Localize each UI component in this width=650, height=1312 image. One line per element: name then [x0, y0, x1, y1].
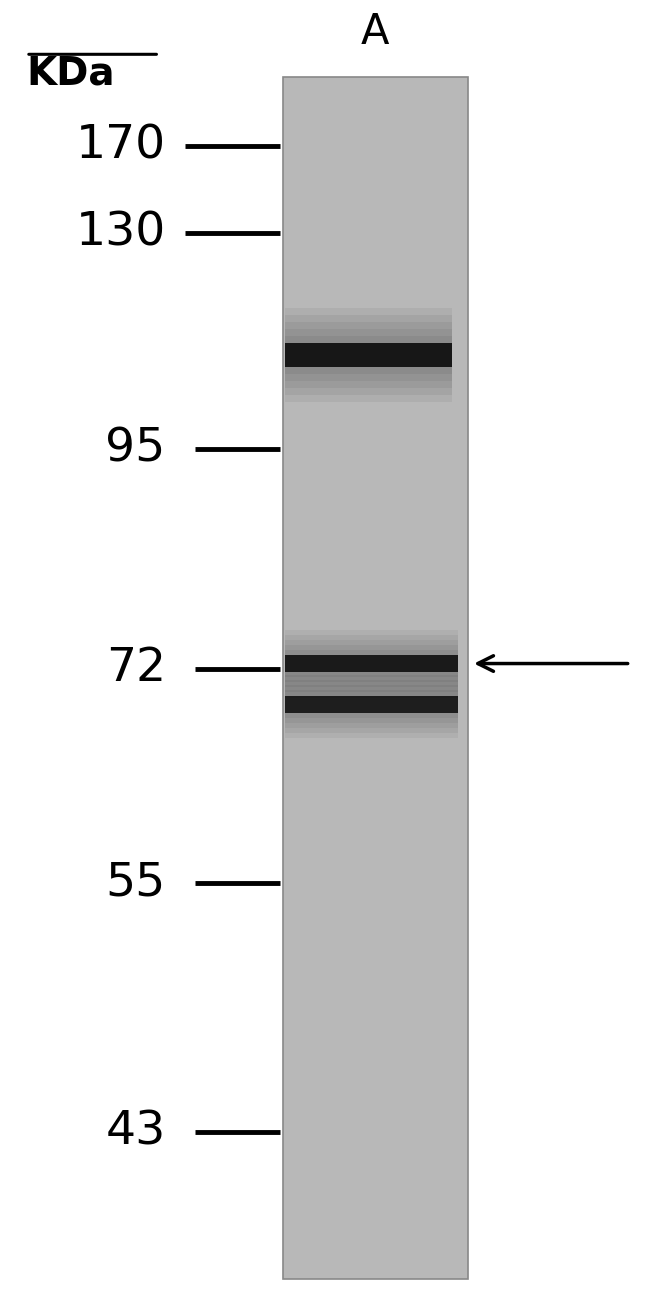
Bar	[285, 685, 458, 723]
Text: 95: 95	[105, 426, 166, 471]
Bar	[285, 321, 452, 388]
Bar	[285, 630, 458, 698]
Bar	[285, 655, 458, 672]
Bar	[285, 635, 458, 693]
Bar	[285, 336, 452, 374]
Text: 72: 72	[105, 647, 166, 691]
Bar	[285, 676, 458, 733]
Bar	[285, 695, 458, 712]
Bar	[283, 76, 468, 1279]
Bar	[285, 670, 458, 739]
Bar	[285, 640, 458, 687]
Text: 43: 43	[105, 1109, 166, 1155]
Bar	[285, 690, 458, 718]
Bar	[285, 681, 458, 728]
Bar	[285, 329, 452, 380]
Bar	[285, 308, 452, 401]
Bar	[285, 344, 452, 367]
Text: KDa: KDa	[26, 54, 114, 92]
Bar	[285, 644, 458, 682]
Text: 170: 170	[75, 123, 166, 168]
Text: A: A	[361, 10, 389, 52]
Bar	[285, 649, 458, 677]
Text: 55: 55	[105, 861, 166, 905]
Bar	[285, 315, 452, 395]
Text: 130: 130	[75, 211, 166, 256]
